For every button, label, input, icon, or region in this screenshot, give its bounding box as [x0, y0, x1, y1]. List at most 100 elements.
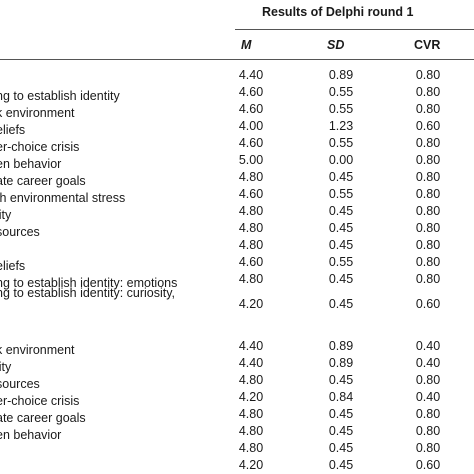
cell-m: 5.00: [238, 153, 264, 167]
cell-sd: 0.45: [328, 297, 354, 311]
cell-cvr: 0.80: [415, 136, 441, 150]
cell-m: 4.20: [238, 390, 264, 404]
cell-cvr: 0.80: [415, 255, 441, 269]
cell-cvr: 0.80: [415, 373, 441, 387]
row-label: en behavior: [0, 428, 62, 442]
cell-m: 4.40: [238, 356, 264, 370]
row-label: eliefs: [0, 123, 26, 137]
cell-m: 4.60: [238, 102, 264, 116]
column-header-sd: SD: [327, 38, 345, 52]
table-row: eliefs 4.60 0.55 0.80: [0, 254, 474, 273]
table-row: er-choice crisis 4.60 0.55 0.80: [0, 135, 474, 154]
cell-cvr: 0.60: [415, 297, 441, 311]
row-label: sources: [0, 377, 40, 391]
table-row: en behavior 5.00 0.00 0.80: [0, 152, 474, 171]
cell-m: 4.60: [238, 85, 264, 99]
cell-sd: 0.45: [328, 221, 354, 235]
row-label: k environment: [0, 106, 75, 120]
cell-cvr: 0.80: [415, 204, 441, 218]
cell-sd: 0.45: [328, 373, 354, 387]
cell-sd: 0.00: [328, 153, 354, 167]
row-label: en behavior: [0, 157, 62, 171]
cell-m: 4.60: [238, 255, 264, 269]
table-row: 4.80 0.45 0.80: [0, 237, 474, 254]
cell-m: 4.60: [238, 187, 264, 201]
table-row: en behavior 4.80 0.45 0.80: [0, 423, 474, 442]
cell-m: 4.20: [238, 297, 264, 311]
cell-cvr: 0.80: [415, 221, 441, 235]
row-label: ng to establish identity: emotions: [0, 276, 178, 290]
cell-sd: 0.55: [328, 85, 354, 99]
cell-sd: 0.45: [328, 407, 354, 421]
cell-m: 4.80: [238, 373, 264, 387]
cell-cvr: 0.80: [415, 441, 441, 455]
table-row: ng to establish identity 4.60 0.55 0.80: [0, 84, 474, 103]
cell-m: 4.20: [238, 458, 264, 472]
cell-sd: 0.45: [328, 441, 354, 455]
table-row: k environment 4.40 0.89 0.40: [0, 338, 474, 357]
group-header: Results of Delphi round 1: [262, 5, 414, 19]
cell-cvr: 0.60: [415, 119, 441, 133]
cell-m: 4.60: [238, 136, 264, 150]
table-row: ng to establish identity: curiosity, 4.20…: [0, 286, 474, 313]
table-row: 4.20 0.45 0.60: [0, 457, 474, 474]
cell-m: 4.40: [238, 339, 264, 353]
table-row: eliefs 4.00 1.23 0.60: [0, 118, 474, 137]
table-row: er-choice crisis 4.20 0.84 0.40: [0, 389, 474, 408]
cell-sd: 0.45: [328, 170, 354, 184]
cell-m: 4.80: [238, 407, 264, 421]
cell-sd: 0.55: [328, 255, 354, 269]
cell-m: 4.80: [238, 424, 264, 438]
table-row: th environmental stress 4.60 0.55 0.80: [0, 186, 474, 205]
row-label: lity: [0, 208, 12, 222]
cell-m: 4.80: [238, 272, 264, 286]
cell-sd: 0.55: [328, 187, 354, 201]
group-header-rule: [235, 29, 474, 30]
table-row: lity 4.40 0.89 0.40: [0, 355, 474, 374]
row-label: sources: [0, 225, 40, 239]
cell-cvr: 0.80: [415, 187, 441, 201]
cell-m: 4.00: [238, 119, 264, 133]
cell-cvr: 0.80: [415, 85, 441, 99]
cell-cvr: 0.60: [415, 458, 441, 472]
cell-cvr: 0.80: [415, 407, 441, 421]
table-row: ng to establish identity: emotions 4.80 0.…: [0, 271, 474, 290]
table-row: sources 4.80 0.45 0.80: [0, 372, 474, 391]
table-row: ate career goals 4.80 0.45 0.80: [0, 406, 474, 425]
table-row: ate career goals 4.80 0.45 0.80: [0, 169, 474, 188]
row-label: ate career goals: [0, 174, 86, 188]
table-row: 4.80 0.45 0.80: [0, 440, 474, 457]
table-row: k environment 4.60 0.55 0.80: [0, 101, 474, 120]
cell-sd: 0.45: [328, 272, 354, 286]
column-header-cvr: CVR: [414, 38, 441, 52]
row-label: th environmental stress: [0, 191, 126, 205]
cell-sd: 0.45: [328, 458, 354, 472]
row-label: ng to establish identity: curiosity,: [0, 286, 176, 300]
cell-sd: 0.89: [328, 356, 354, 370]
cell-m: 4.80: [238, 170, 264, 184]
row-label: lity: [0, 360, 12, 374]
cell-cvr: 0.80: [415, 170, 441, 184]
cell-sd: 0.89: [328, 339, 354, 353]
cell-cvr: 0.80: [415, 424, 441, 438]
cell-sd: 0.89: [328, 68, 354, 82]
row-label: er-choice crisis: [0, 394, 80, 408]
cell-sd: 0.55: [328, 136, 354, 150]
row-label: k environment: [0, 343, 75, 357]
row-label: eliefs: [0, 259, 26, 273]
cell-cvr: 0.80: [415, 238, 441, 252]
header-rule: [0, 59, 474, 60]
column-header-m: M: [241, 38, 252, 52]
cell-cvr: 0.80: [415, 153, 441, 167]
cell-cvr: 0.80: [415, 102, 441, 116]
row-label: ng to establish identity: [0, 89, 120, 103]
cell-m: 4.80: [238, 238, 264, 252]
cell-cvr: 0.40: [415, 339, 441, 353]
cell-m: 4.80: [238, 221, 264, 235]
cell-sd: 1.23: [328, 119, 354, 133]
table-row: sources 4.80 0.45 0.80: [0, 220, 474, 239]
table-row: 4.40 0.89 0.80: [0, 67, 474, 84]
table-row: lity 4.80 0.45 0.80: [0, 203, 474, 222]
cell-cvr: 0.40: [415, 356, 441, 370]
cell-cvr: 0.40: [415, 390, 441, 404]
